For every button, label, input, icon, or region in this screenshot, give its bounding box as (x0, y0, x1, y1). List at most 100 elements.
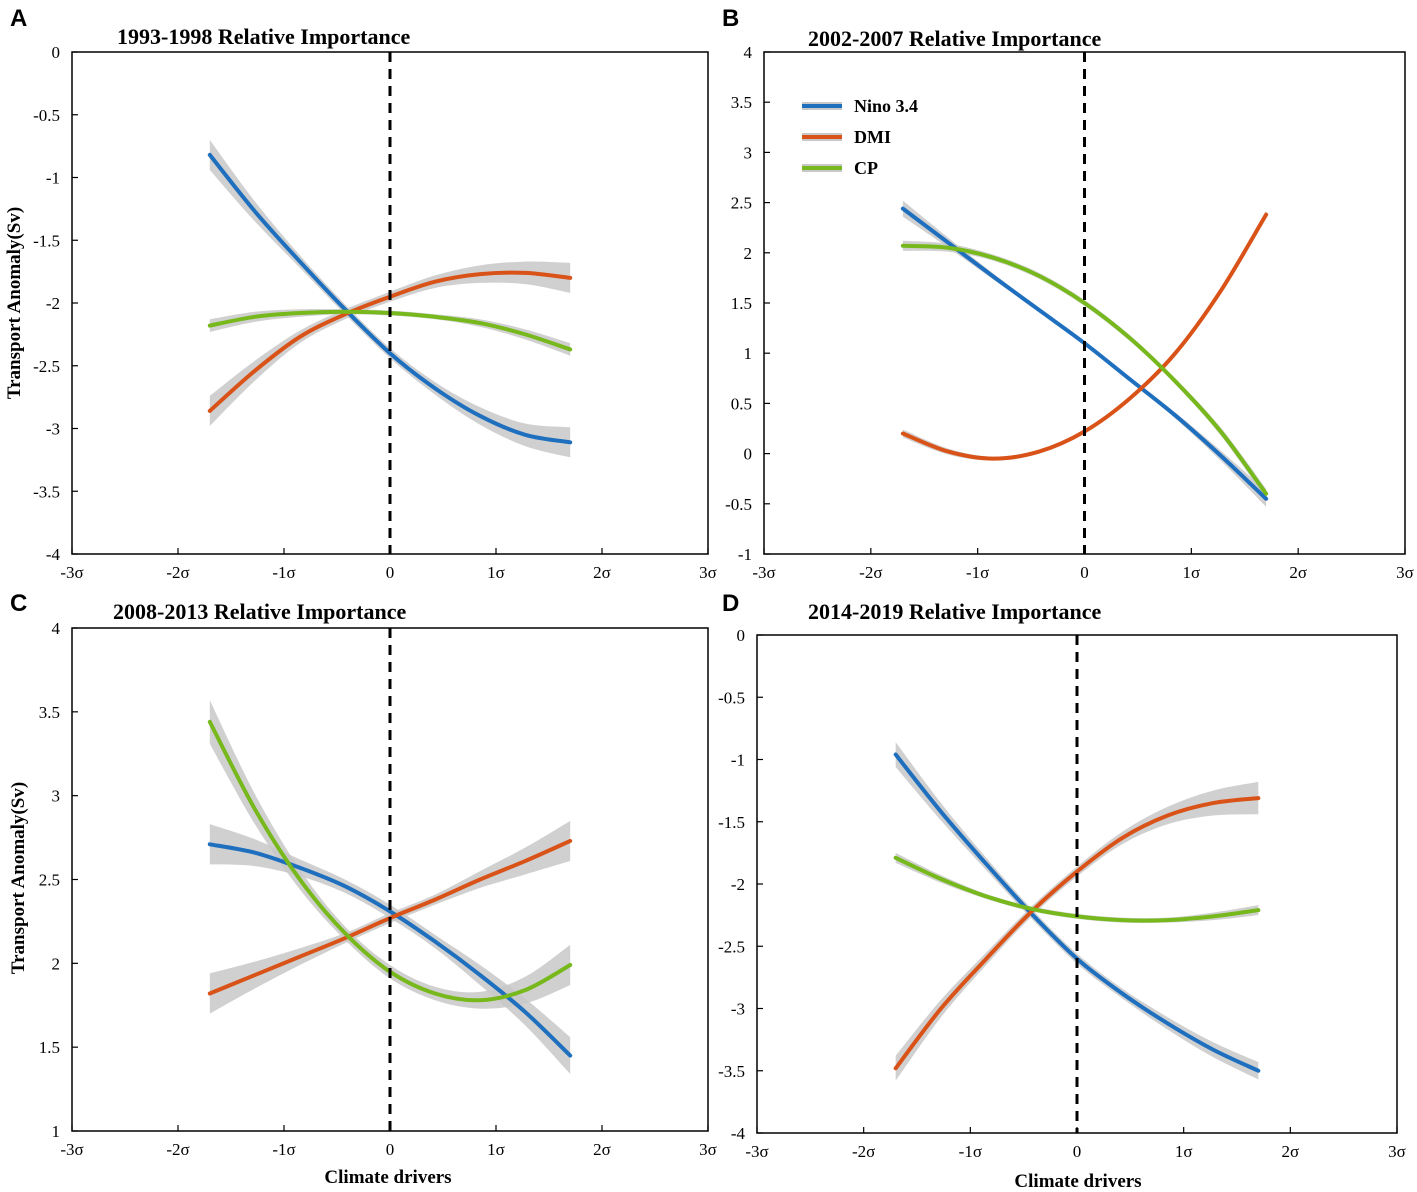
series-line-cp (900, 243, 1269, 496)
series-line-nino-3-4 (207, 152, 573, 445)
legend-label: Nino 3.4 (854, 96, 918, 116)
x-tick-label: 0 (386, 1140, 395, 1159)
x-tick-label: 1σ (1175, 1142, 1193, 1161)
y-tick-label: -1 (738, 545, 752, 564)
y-tick-label: 3.5 (39, 703, 60, 722)
series-line-nino-3-4 (207, 842, 573, 1058)
x-tick-label: 2σ (1281, 1142, 1299, 1161)
y-axis: 1 1.5 2 2.5 3 3.5 4 (39, 619, 78, 1141)
band-cp (209, 309, 571, 356)
series-line-nino-3-4 (893, 752, 1261, 1073)
x-tick-label: -2σ (859, 563, 882, 582)
y-tick-label: 1 (744, 344, 753, 363)
x-tick-label: 3σ (1388, 1142, 1406, 1161)
y-tick-label: 0 (744, 445, 753, 464)
x-tick-label: 2σ (1289, 563, 1307, 582)
x-tick-label: -2σ (852, 1142, 875, 1161)
panel-title: 1993-1998 Relative Importance (117, 24, 411, 49)
y-tick-label: 3.5 (731, 93, 752, 112)
band-nino-3-4 (209, 139, 571, 458)
y-tick-label: 2 (744, 244, 753, 263)
x-tick-label: -1σ (966, 563, 989, 582)
y-tick-label: -1 (46, 169, 60, 188)
x-tick-label: 1σ (1182, 563, 1200, 582)
y-tick-label: 0.5 (731, 394, 752, 413)
x-tick-label: 2σ (593, 563, 611, 582)
panel-title: 2002-2007 Relative Importance (808, 26, 1102, 51)
y-tick-label: 2.5 (731, 194, 752, 213)
y-tick-label: 2.5 (39, 871, 60, 890)
y-tick-label: -3 (731, 1000, 745, 1019)
x-tick-label: -3σ (752, 563, 775, 582)
x-axis: -3σ -2σ -1σ 0 1σ 2σ 3σ (60, 1125, 717, 1159)
y-tick-label: -3.5 (718, 1062, 745, 1081)
y-tick-label: 1.5 (731, 294, 752, 313)
x-tick-label: -2σ (166, 563, 189, 582)
series-line-dmi (893, 796, 1261, 1071)
panel-title: 2014-2019 Relative Importance (808, 599, 1102, 624)
y-tick-label: -0.5 (33, 106, 60, 125)
y-tick-label: -2.5 (718, 937, 745, 956)
panel-c: C 2008-2013 Relative Importance -3σ -2σ -1σ 0… (8, 590, 717, 1188)
y-axis: -4 -3.5 -3 -2.5 -2 -1.5 -1 -0.5 0 (33, 43, 78, 564)
x-tick-label: -1σ (272, 563, 295, 582)
x-tick-label: 0 (386, 563, 395, 582)
y-tick-label: -1 (731, 751, 745, 770)
y-tick-label: -1.5 (33, 231, 60, 250)
y-tick-label: 3 (744, 143, 753, 162)
x-tick-label: 0 (1073, 1142, 1082, 1161)
y-tick-label: -2.5 (33, 357, 60, 376)
y-tick-label: -3 (46, 420, 60, 439)
x-tick-label: 1σ (487, 563, 505, 582)
y-tick-label: 1 (52, 1122, 61, 1141)
panel-letter: C (10, 590, 27, 617)
y-tick-label: -4 (46, 545, 61, 564)
x-axis-title: Climate drivers (324, 1167, 451, 1188)
y-tick-label: -1.5 (718, 813, 745, 832)
y-tick-label: -0.5 (718, 688, 745, 707)
band-dmi (895, 781, 1259, 1081)
x-tick-label: 3σ (1396, 563, 1414, 582)
panel-title: 2008-2013 Relative Importance (113, 599, 407, 624)
y-tick-label: -2 (731, 875, 745, 894)
y-tick-label: 0 (52, 43, 61, 62)
y-tick-label: 2 (52, 954, 61, 973)
x-axis: -3σ -2σ -1σ 0 1σ 2σ 3σ (745, 1127, 1406, 1161)
panel-d: D 2014-2019 Relative Importance -3σ -2σ -1σ 0… (718, 590, 1406, 1192)
y-tick-label: 1.5 (39, 1038, 60, 1057)
y-tick-label: 4 (744, 43, 753, 62)
y-tick-label: -0.5 (725, 495, 752, 514)
x-tick-label: -3σ (60, 563, 83, 582)
y-tick-label: 0 (737, 626, 746, 645)
y-axis: -1 -0.5 0 0.5 1 1.5 2 2.5 3 3.5 4 (725, 43, 770, 564)
x-axis: -3σ -2σ -1σ 0 1σ 2σ 3σ (60, 548, 717, 582)
panel-a: A 1993-1998 Relative Importance -3σ -2σ -1σ 0… (4, 5, 717, 582)
y-axis-title: Transport Anomaly(Sv) (8, 782, 29, 974)
legend-item-dmi: DMI (802, 127, 891, 147)
panel-letter: A (10, 5, 27, 32)
x-axis-title: Climate drivers (1014, 1171, 1141, 1192)
legend-item-nino-3-4: Nino 3.4 (802, 96, 918, 116)
x-axis: -3σ -2σ -1σ 0 1σ 2σ 3σ (752, 548, 1414, 582)
legend-label: DMI (854, 127, 891, 147)
y-axis: -4 -3.5 -3 -2.5 -2 -1.5 -1 -0.5 0 (718, 626, 763, 1143)
panel-letter: B (722, 5, 739, 32)
x-tick-label: -3σ (745, 1142, 768, 1161)
y-tick-label: -2 (46, 294, 60, 313)
x-tick-label: 3σ (699, 563, 717, 582)
x-tick-label: -1σ (272, 1140, 295, 1159)
y-tick-label: -4 (731, 1124, 746, 1143)
x-tick-label: 0 (1080, 563, 1089, 582)
panel-b: B 2002-2007 Relative Importance -3σ -2σ -1σ 0… (722, 5, 1414, 582)
legend-label: CP (854, 158, 878, 178)
x-tick-label: 3σ (699, 1140, 717, 1159)
y-tick-label: -3.5 (33, 482, 60, 501)
x-tick-label: 1σ (487, 1140, 505, 1159)
x-tick-label: -2σ (166, 1140, 189, 1159)
series-line-cp (207, 719, 573, 1003)
x-tick-label: -1σ (959, 1142, 982, 1161)
y-tick-label: 3 (52, 787, 61, 806)
legend-item-cp: CP (802, 158, 878, 178)
x-tick-label: -3σ (60, 1140, 83, 1159)
